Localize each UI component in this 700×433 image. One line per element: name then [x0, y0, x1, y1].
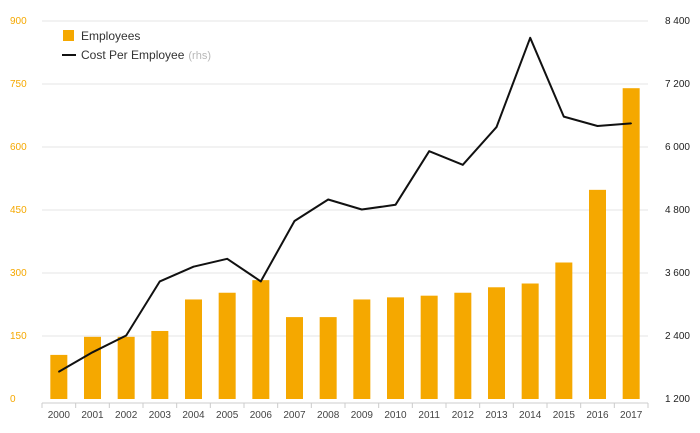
y-right-tick-label: 7 200 [665, 79, 690, 90]
x-tick-label: 2002 [115, 410, 138, 421]
cost-per-employee-point [125, 334, 127, 337]
cost-per-employee-point [596, 125, 599, 127]
x-tick-label: 2016 [586, 410, 609, 421]
bar-employees [555, 262, 573, 399]
y-right-tick-label: 2 400 [665, 331, 690, 342]
x-tick-label: 2006 [250, 410, 273, 421]
x-tick-label: 2014 [519, 410, 542, 421]
y-right-tick-label: 3 600 [665, 268, 690, 279]
cost-per-employee-line [58, 36, 632, 373]
bar-employees [286, 317, 303, 399]
cost-per-employee-point [394, 203, 397, 206]
y-axis-left: 0 150 300 450 600 750 900 [10, 16, 27, 405]
x-tick-label: 2004 [182, 410, 205, 421]
bar-employees [454, 292, 472, 399]
x-tick-label: 2000 [48, 410, 71, 421]
y-right-tick-label: 4 800 [665, 205, 690, 216]
y-right-tick-label: 8 400 [665, 16, 690, 27]
y-left-tick-label: 600 [10, 142, 27, 153]
cost-per-employee-point [529, 37, 531, 39]
cost-per-employee-point [91, 351, 94, 354]
x-tick-label: 2011 [418, 410, 440, 421]
y-right-tick-label: 6 000 [665, 142, 690, 153]
bar-employees [151, 330, 169, 399]
legend-label-cost-main: Cost Per Employee [81, 48, 185, 62]
cost-per-employee-point [260, 280, 262, 283]
cost-per-employee-point [293, 220, 296, 222]
x-tick-label: 2015 [553, 410, 576, 421]
y-left-tick-label: 900 [10, 16, 27, 27]
cost-per-employee-point [226, 258, 228, 260]
x-tick-label: 2003 [149, 410, 172, 421]
y-axis-right: 1 200 2 400 3 600 4 800 6 000 7 200 8 400 [665, 16, 690, 405]
cost-per-employee-point [495, 126, 498, 128]
y-left-tick-label: 300 [10, 268, 27, 279]
legend-swatch-employees [63, 30, 74, 41]
legend-label-employees: Employees [81, 29, 140, 43]
y-left-tick-label: 450 [10, 205, 27, 216]
y-left-tick-label: 750 [10, 79, 27, 90]
bar-employees [589, 189, 606, 399]
cost-per-employee-point [462, 164, 464, 166]
x-tick-label: 2001 [81, 410, 104, 421]
x-tick-label: 2010 [384, 410, 407, 421]
cost-per-employee-point [58, 370, 60, 373]
bar-employees [50, 354, 68, 399]
bar-employees [185, 299, 202, 399]
y-right-tick-label: 1 200 [665, 394, 690, 405]
x-tick-label: 2012 [452, 410, 475, 421]
legend: Employees Cost Per Employee (rhs) [62, 29, 211, 62]
bar-employees [117, 336, 135, 399]
legend-label-rhs: (rhs) [188, 50, 211, 62]
x-tick-label: 2009 [351, 410, 374, 421]
cost-per-employee-point [192, 265, 195, 268]
cost-per-employee-point [327, 198, 329, 201]
bar-employees [353, 299, 371, 399]
bar-employees [252, 280, 270, 399]
cost-per-employee-line-group [58, 36, 632, 373]
gridlines [42, 20, 648, 337]
x-tick-label: 2013 [485, 410, 508, 421]
bar-employees [319, 317, 337, 399]
bar-employees [218, 292, 236, 399]
cost-per-employee-point [361, 208, 363, 211]
legend-label-cost-per-employee: Cost Per Employee (rhs) [81, 48, 211, 62]
x-tick-label: 2008 [317, 410, 340, 421]
bar-employees [488, 287, 505, 399]
bar-employees [387, 297, 404, 399]
bar-employees [521, 283, 539, 399]
x-axis: 2000 2001 2002 2003 2004 2005 2006 2007 2008 2009… [41, 402, 649, 421]
bar-employees [84, 336, 101, 399]
x-tick-label: 2007 [283, 410, 306, 421]
cost-per-employee-point [563, 115, 565, 118]
cost-per-employee-point [630, 122, 632, 125]
x-tick-label: 2017 [620, 410, 643, 421]
x-tick-label: 2005 [216, 410, 239, 421]
employees-bars [50, 88, 640, 399]
y-left-tick-label: 150 [10, 331, 27, 342]
cost-per-employee-point [428, 150, 430, 152]
bar-employees [622, 88, 640, 399]
bar-employees [420, 295, 438, 399]
y-left-tick-label: 0 [10, 394, 16, 405]
cost-per-employee-point [159, 280, 161, 283]
